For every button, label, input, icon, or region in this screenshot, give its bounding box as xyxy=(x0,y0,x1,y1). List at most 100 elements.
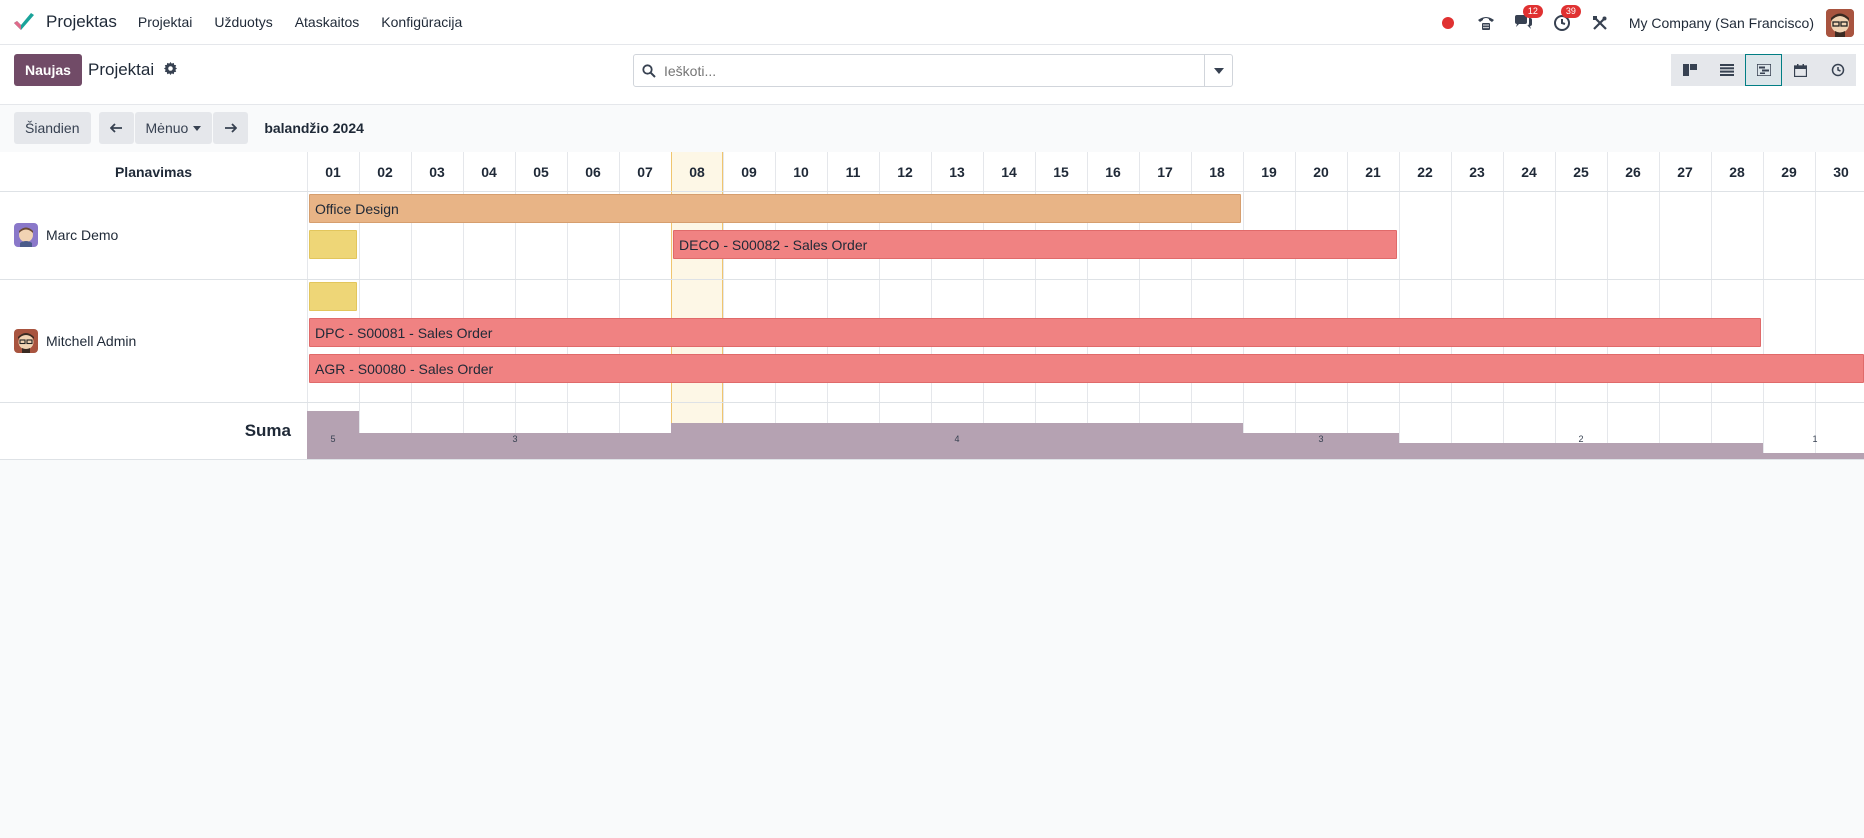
gantt-pill[interactable]: Office Design xyxy=(309,194,1241,223)
day-header: 24 xyxy=(1521,164,1537,180)
day-column[interactable] xyxy=(1555,152,1607,460)
day-column[interactable] xyxy=(1607,152,1659,460)
gantt-pill[interactable]: DECO - S00082 - Sales Order xyxy=(673,230,1397,259)
activities-clock-icon[interactable]: 39 xyxy=(1551,4,1581,34)
kanban-view-icon[interactable] xyxy=(1671,54,1708,86)
total-bar xyxy=(1763,453,1864,459)
scale-label: Mėnuo xyxy=(145,120,189,136)
resource-row-mitchell-admin[interactable]: Mitchell Admin xyxy=(14,329,136,353)
gantt-pill[interactable]: DPC - S00081 - Sales Order xyxy=(309,318,1761,347)
day-header: 14 xyxy=(1001,164,1017,180)
day-column[interactable] xyxy=(931,152,983,460)
gantt-chart: Planavimas Marc Demo Mitchell Admin Suma… xyxy=(0,152,1864,460)
day-column[interactable] xyxy=(411,152,463,460)
day-header: 20 xyxy=(1313,164,1329,180)
row-divider xyxy=(0,402,1864,403)
day-column[interactable] xyxy=(1451,152,1503,460)
phone-icon[interactable] xyxy=(1475,12,1497,34)
day-column[interactable] xyxy=(1243,152,1295,460)
arrow-left-icon xyxy=(110,123,122,133)
menu-projects[interactable]: Projektai xyxy=(137,14,193,30)
day-column[interactable] xyxy=(1139,152,1191,460)
recording-dot-icon[interactable] xyxy=(1437,12,1459,34)
total-row-label: Suma xyxy=(244,421,291,440)
day-header: 17 xyxy=(1157,164,1173,180)
resource-row-marc-demo[interactable]: Marc Demo xyxy=(14,223,118,247)
menu-configuration[interactable]: Konfigūracija xyxy=(381,14,463,30)
day-header: 15 xyxy=(1053,164,1069,180)
day-column[interactable] xyxy=(1815,152,1864,460)
total-value-label: 5 xyxy=(330,434,336,444)
day-header: 26 xyxy=(1625,164,1641,180)
gantt-pill[interactable]: AGR - S00080 - Sales Order xyxy=(309,354,1864,383)
day-header: 06 xyxy=(585,164,601,180)
day-column[interactable] xyxy=(515,152,567,460)
day-column[interactable] xyxy=(827,152,879,460)
company-switcher[interactable]: My Company (San Francisco) xyxy=(1628,14,1814,31)
day-column[interactable] xyxy=(983,152,1035,460)
day-column[interactable] xyxy=(1295,152,1347,460)
day-header: 05 xyxy=(533,164,549,180)
messages-icon[interactable]: 12 xyxy=(1513,4,1543,34)
search-input[interactable] xyxy=(664,62,1204,79)
day-column[interactable] xyxy=(723,152,775,460)
day-header: 29 xyxy=(1781,164,1797,180)
day-column[interactable] xyxy=(1763,152,1815,460)
day-column[interactable] xyxy=(1035,152,1087,460)
row-divider xyxy=(0,279,1864,280)
caret-down-icon xyxy=(1213,67,1224,74)
page-title: Projektai xyxy=(88,60,155,79)
total-bar xyxy=(307,411,359,459)
day-column[interactable] xyxy=(1399,152,1451,460)
avatar xyxy=(14,329,38,353)
day-column[interactable] xyxy=(359,152,411,460)
app-brand[interactable]: Projektas xyxy=(12,10,117,34)
day-column[interactable] xyxy=(619,152,671,460)
gantt-placeholder-pill[interactable] xyxy=(309,230,357,259)
navbar-systray: 12 39 My Company (San Francisco) xyxy=(1429,0,1854,45)
day-header: 03 xyxy=(429,164,445,180)
main-menu: Projektai Užduotys Ataskaitos Konfigūrac… xyxy=(127,14,473,30)
day-column[interactable] xyxy=(1659,152,1711,460)
caret-down-icon xyxy=(193,125,202,131)
day-header: 08 xyxy=(689,164,705,180)
next-period-button[interactable] xyxy=(213,112,249,144)
new-button[interactable]: Naujas xyxy=(14,54,82,86)
app-name: Projektas xyxy=(46,12,117,31)
row-divider xyxy=(0,459,1864,460)
menu-tasks[interactable]: Užduotys xyxy=(214,14,273,30)
menu-reports[interactable]: Ataskaitos xyxy=(294,14,360,30)
day-column[interactable] xyxy=(567,152,619,460)
day-column[interactable] xyxy=(307,152,359,460)
calendar-view-icon[interactable] xyxy=(1782,54,1819,86)
day-header: 07 xyxy=(637,164,653,180)
day-column[interactable] xyxy=(1711,152,1763,460)
header-divider xyxy=(0,191,1864,192)
activity-view-icon[interactable] xyxy=(1819,54,1856,86)
search-options-toggle[interactable] xyxy=(1204,55,1232,86)
list-view-icon[interactable] xyxy=(1708,54,1745,86)
previous-period-button[interactable] xyxy=(98,112,134,144)
scale-dropdown[interactable]: Mėnuo xyxy=(134,112,213,144)
avatar xyxy=(14,223,38,247)
gear-icon[interactable] xyxy=(164,62,177,78)
day-header: 02 xyxy=(377,164,393,180)
gantt-placeholder-pill[interactable] xyxy=(309,282,357,311)
day-column[interactable] xyxy=(1191,152,1243,460)
day-column[interactable] xyxy=(1503,152,1555,460)
day-header: 11 xyxy=(845,164,861,180)
day-column[interactable] xyxy=(775,152,827,460)
day-column[interactable] xyxy=(1347,152,1399,460)
day-column[interactable] xyxy=(463,152,515,460)
day-column[interactable] xyxy=(879,152,931,460)
day-header: 23 xyxy=(1469,164,1485,180)
today-button[interactable]: Šiandien xyxy=(14,112,91,144)
debug-tools-icon[interactable] xyxy=(1589,12,1611,34)
total-bar xyxy=(1399,443,1763,459)
day-header: 28 xyxy=(1729,164,1745,180)
day-column[interactable] xyxy=(1087,152,1139,460)
total-bar xyxy=(1243,433,1399,459)
gantt-view-icon[interactable] xyxy=(1745,54,1782,86)
day-header: 09 xyxy=(741,164,757,180)
user-avatar[interactable] xyxy=(1826,8,1854,37)
